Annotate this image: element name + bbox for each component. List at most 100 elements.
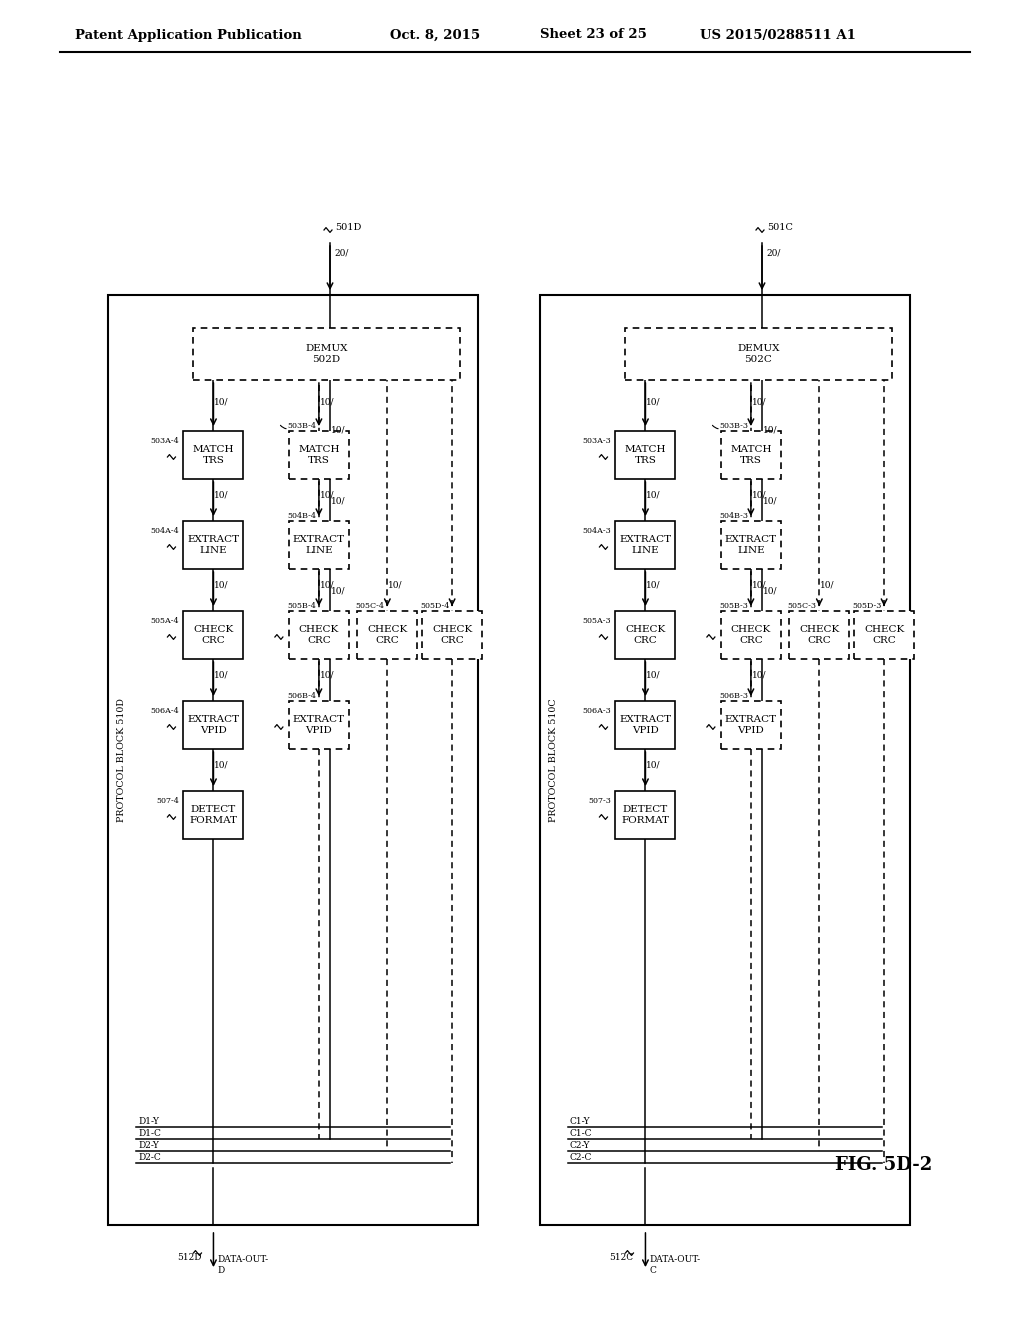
Text: 506B-3: 506B-3 — [719, 692, 748, 700]
Bar — [625, 327, 892, 380]
Bar — [615, 521, 676, 569]
Text: C1-C: C1-C — [570, 1130, 593, 1138]
Text: 10/: 10/ — [752, 581, 766, 590]
Text: 503B-4: 503B-4 — [287, 422, 315, 430]
Text: C2-Y: C2-Y — [570, 1142, 591, 1151]
Text: EXTRACT
LINE: EXTRACT LINE — [725, 536, 777, 554]
Bar — [854, 611, 914, 659]
Bar — [183, 611, 244, 659]
Text: 10/: 10/ — [646, 581, 660, 590]
Text: DATA-OUT-
C: DATA-OUT- C — [649, 1255, 700, 1275]
Text: 505C-4: 505C-4 — [355, 602, 384, 610]
Text: US 2015/0288511 A1: US 2015/0288511 A1 — [700, 29, 856, 41]
Text: CHECK
CRC: CHECK CRC — [626, 626, 666, 644]
Text: 10/: 10/ — [763, 425, 777, 434]
Text: MATCH
TRS: MATCH TRS — [298, 445, 340, 465]
Text: 501D: 501D — [335, 223, 361, 231]
Text: 10/: 10/ — [646, 760, 660, 770]
Bar — [183, 521, 244, 569]
Bar — [289, 701, 349, 748]
Text: 10/: 10/ — [763, 586, 777, 595]
Bar — [615, 701, 676, 748]
Text: 504A-3: 504A-3 — [583, 527, 611, 535]
Text: 20/: 20/ — [766, 248, 780, 257]
Bar — [194, 327, 460, 380]
Text: EXTRACT
LINE: EXTRACT LINE — [187, 536, 240, 554]
Bar — [721, 701, 781, 748]
Text: 10/: 10/ — [214, 581, 228, 590]
Text: MATCH
TRS: MATCH TRS — [193, 445, 234, 465]
Bar — [615, 432, 676, 479]
Text: 504B-4: 504B-4 — [287, 512, 315, 520]
Text: EXTRACT
LINE: EXTRACT LINE — [293, 536, 345, 554]
Text: 505D-4: 505D-4 — [420, 602, 450, 610]
Text: 507-4: 507-4 — [157, 797, 179, 805]
Text: 10/: 10/ — [331, 425, 345, 434]
Text: 10/: 10/ — [646, 491, 660, 499]
Text: 10/: 10/ — [214, 671, 228, 680]
Text: DETECT
FORMAT: DETECT FORMAT — [622, 805, 670, 825]
Text: 10/: 10/ — [752, 397, 766, 407]
Text: D2-Y: D2-Y — [138, 1142, 159, 1151]
Text: Patent Application Publication: Patent Application Publication — [75, 29, 302, 41]
Text: 505A-4: 505A-4 — [151, 616, 179, 624]
Text: 10/: 10/ — [388, 581, 402, 590]
Text: CHECK
CRC: CHECK CRC — [864, 626, 904, 644]
Text: 505C-3: 505C-3 — [787, 602, 816, 610]
Text: 10/: 10/ — [820, 581, 835, 590]
Text: DETECT
FORMAT: DETECT FORMAT — [189, 805, 238, 825]
Text: CHECK
CRC: CHECK CRC — [299, 626, 339, 644]
Text: 505A-3: 505A-3 — [583, 616, 611, 624]
Bar — [540, 294, 910, 1225]
Bar — [721, 521, 781, 569]
Bar — [289, 521, 349, 569]
Text: EXTRACT
VPID: EXTRACT VPID — [187, 715, 240, 735]
Text: 10/: 10/ — [214, 397, 228, 407]
Text: 10/: 10/ — [319, 397, 334, 407]
Text: 10/: 10/ — [646, 397, 660, 407]
Text: 505B-4: 505B-4 — [287, 602, 315, 610]
Text: C1-Y: C1-Y — [570, 1118, 591, 1126]
Bar — [721, 432, 781, 479]
Text: 506B-4: 506B-4 — [287, 692, 315, 700]
Text: 505D-3: 505D-3 — [852, 602, 882, 610]
Text: C2-C: C2-C — [570, 1154, 592, 1163]
Text: 504A-4: 504A-4 — [151, 527, 179, 535]
Text: MATCH
TRS: MATCH TRS — [730, 445, 772, 465]
Bar — [289, 611, 349, 659]
Bar — [183, 701, 244, 748]
Bar — [615, 611, 676, 659]
Text: 503A-3: 503A-3 — [583, 437, 611, 445]
Text: CHECK
CRC: CHECK CRC — [368, 626, 408, 644]
Text: Oct. 8, 2015: Oct. 8, 2015 — [390, 29, 480, 41]
Text: 10/: 10/ — [331, 586, 345, 595]
Text: DEMUX
502D: DEMUX 502D — [305, 345, 347, 364]
Bar — [183, 791, 244, 840]
Text: D1-C: D1-C — [138, 1130, 161, 1138]
Text: CHECK
CRC: CHECK CRC — [731, 626, 771, 644]
Text: 10/: 10/ — [319, 671, 334, 680]
Text: 504B-3: 504B-3 — [719, 512, 748, 520]
Text: 10/: 10/ — [752, 491, 766, 499]
Bar — [289, 432, 349, 479]
Text: 503B-3: 503B-3 — [719, 422, 748, 430]
Bar — [721, 611, 781, 659]
Text: 10/: 10/ — [646, 671, 660, 680]
Text: PROTOCOL BLOCK 510C: PROTOCOL BLOCK 510C — [549, 698, 557, 822]
Bar — [183, 432, 244, 479]
Text: CHECK
CRC: CHECK CRC — [432, 626, 472, 644]
Bar — [615, 791, 676, 840]
Text: 507-3: 507-3 — [589, 797, 611, 805]
Text: EXTRACT
LINE: EXTRACT LINE — [620, 536, 672, 554]
Text: D1-Y: D1-Y — [138, 1118, 159, 1126]
Text: D2-C: D2-C — [138, 1154, 161, 1163]
Text: PROTOCOL BLOCK 510D: PROTOCOL BLOCK 510D — [117, 698, 126, 822]
Text: 505B-3: 505B-3 — [719, 602, 748, 610]
Text: 506A-3: 506A-3 — [583, 708, 611, 715]
Text: 10/: 10/ — [214, 760, 228, 770]
Text: MATCH
TRS: MATCH TRS — [625, 445, 667, 465]
Text: EXTRACT
VPID: EXTRACT VPID — [293, 715, 345, 735]
Text: 512D: 512D — [177, 1253, 202, 1262]
Text: CHECK
CRC: CHECK CRC — [799, 626, 840, 644]
Text: EXTRACT
VPID: EXTRACT VPID — [620, 715, 672, 735]
